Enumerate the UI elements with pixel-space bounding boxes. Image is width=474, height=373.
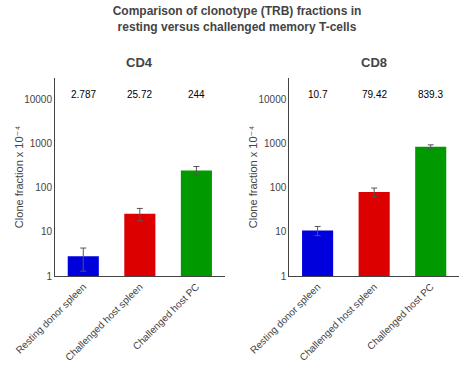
svg-text:839.3: 839.3 — [418, 89, 443, 100]
svg-text:1: 1 — [281, 271, 287, 282]
svg-text:Clone fraction x 10⁻⁴: Clone fraction x 10⁻⁴ — [247, 126, 259, 229]
svg-text:Resting donor spleen: Resting donor spleen — [248, 281, 323, 356]
svg-text:10: 10 — [41, 226, 53, 237]
svg-text:100: 100 — [270, 182, 287, 193]
svg-text:10.7: 10.7 — [308, 89, 328, 100]
svg-text:10: 10 — [275, 226, 287, 237]
svg-text:1000: 1000 — [264, 138, 287, 149]
svg-text:Challenged host spleen: Challenged host spleen — [63, 281, 145, 363]
svg-text:Resting donor spleen: Resting donor spleen — [14, 281, 89, 356]
svg-text:10000: 10000 — [24, 94, 52, 105]
svg-text:2.787: 2.787 — [71, 89, 96, 100]
svg-text:244: 244 — [188, 89, 205, 100]
svg-text:Comparison of clonotype (TRB): Comparison of clonotype (TRB) fractions … — [113, 4, 362, 34]
svg-text:79.42: 79.42 — [362, 89, 387, 100]
svg-text:Challenged host spleen: Challenged host spleen — [297, 281, 379, 363]
svg-text:1000: 1000 — [30, 138, 53, 149]
svg-text:10000: 10000 — [259, 94, 287, 105]
svg-text:Challenged host PC: Challenged host PC — [365, 281, 436, 352]
svg-text:25.72: 25.72 — [127, 89, 152, 100]
svg-text:100: 100 — [35, 182, 52, 193]
svg-text:Challenged host PC: Challenged host PC — [131, 281, 202, 352]
svg-text:CD4: CD4 — [126, 55, 153, 70]
svg-text:1: 1 — [46, 271, 52, 282]
svg-text:CD8: CD8 — [361, 55, 387, 70]
svg-text:Clone fraction x 10⁻⁴: Clone fraction x 10⁻⁴ — [13, 126, 25, 229]
